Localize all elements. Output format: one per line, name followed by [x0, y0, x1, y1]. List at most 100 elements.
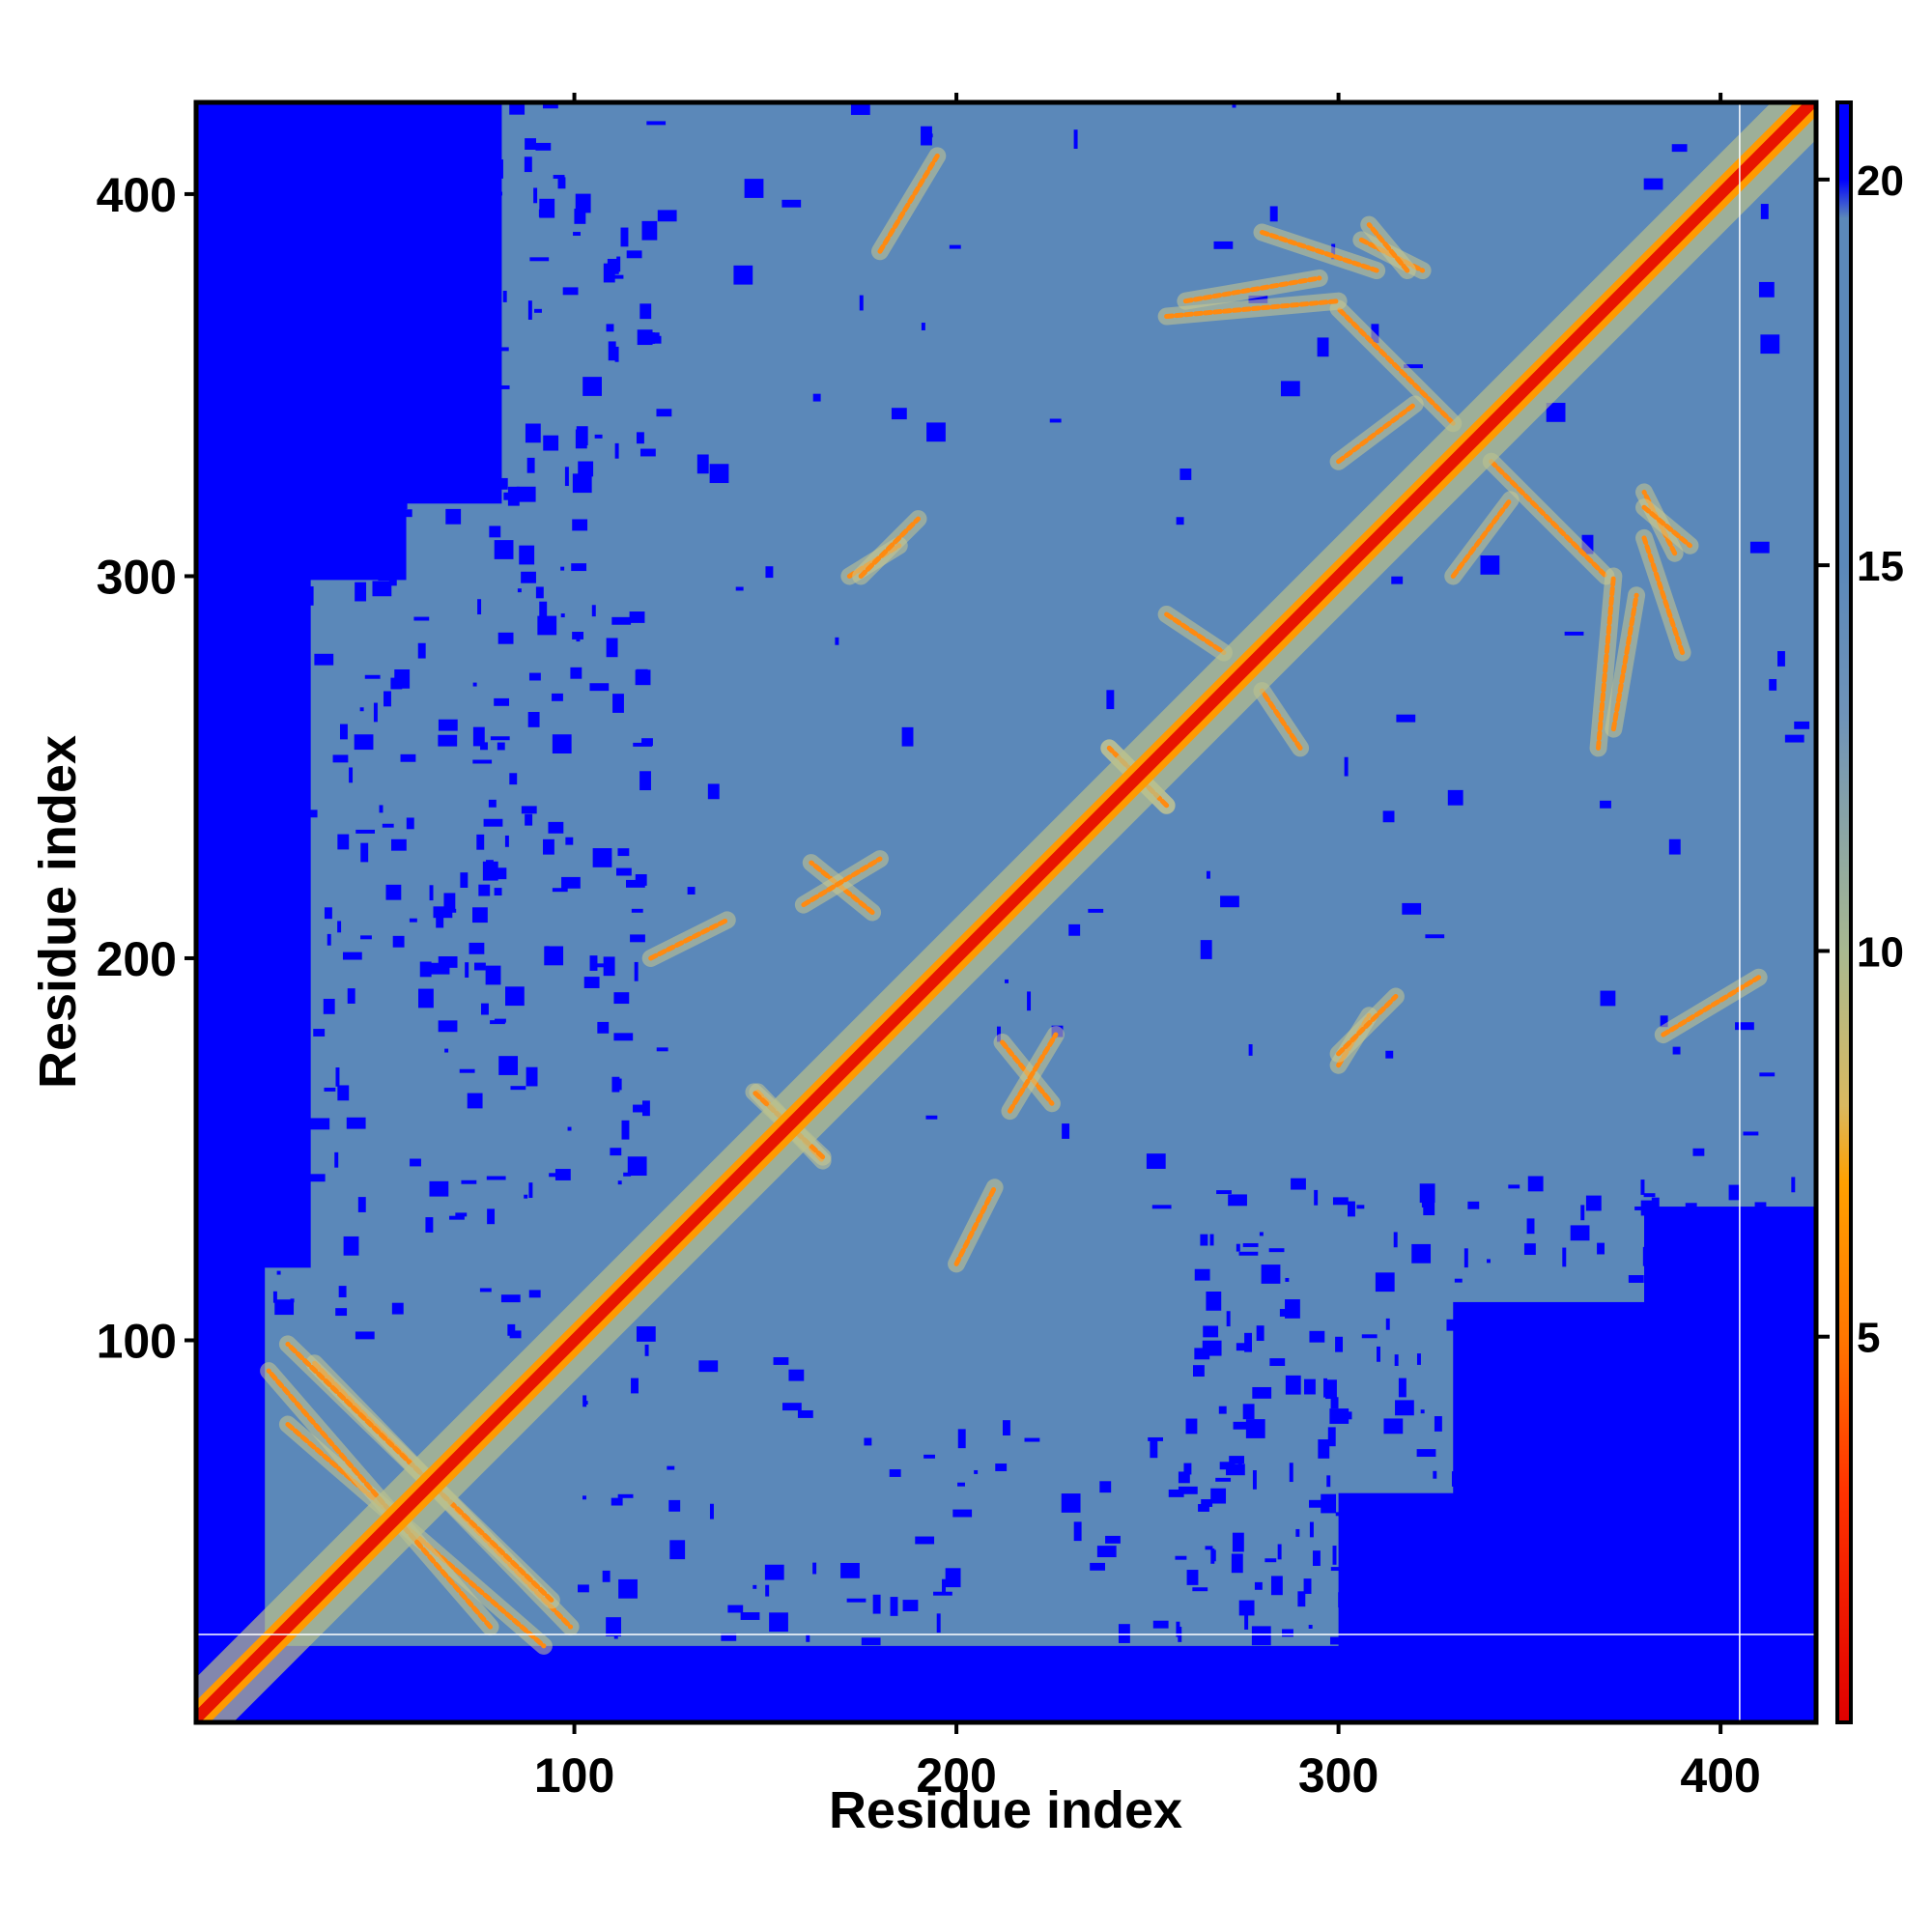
far-patch [307, 103, 327, 116]
far-patch [1185, 1418, 1198, 1435]
far-patch [1539, 1541, 1548, 1549]
far-patch [1541, 1634, 1546, 1642]
far-patch [552, 888, 568, 893]
far-patch [535, 142, 552, 151]
far-patch [342, 952, 362, 960]
far-patch [365, 400, 382, 416]
far-patch [500, 1294, 521, 1303]
far-patch [1600, 800, 1611, 809]
far-patch [324, 907, 332, 920]
far-patch [1415, 1611, 1428, 1628]
far-patch [392, 935, 405, 948]
far-patch [502, 291, 507, 302]
far-patch [1318, 1439, 1330, 1459]
far-patch [639, 771, 651, 791]
far-patch [1638, 1607, 1651, 1628]
contact-core [801, 856, 883, 908]
far-patch [1264, 1558, 1277, 1563]
far-patch [521, 571, 536, 583]
far-patch [1790, 1361, 1799, 1378]
far-patch [859, 295, 864, 311]
far-patch [1726, 1622, 1747, 1627]
far-patch [1205, 1546, 1213, 1550]
far-patch [323, 998, 335, 1014]
far-patch [1728, 1184, 1741, 1201]
far-patch [430, 479, 435, 484]
contact-core-mirror [858, 516, 922, 579]
far-patch [835, 637, 839, 645]
diagonal-core [196, 102, 1816, 1722]
far-patch [335, 1308, 348, 1317]
far-patch [1203, 1325, 1219, 1338]
far-patch [527, 712, 540, 727]
far-patch [806, 1634, 810, 1642]
far-patch [1796, 1268, 1812, 1289]
far-patch [1516, 1635, 1528, 1644]
far-patch [379, 201, 394, 221]
far-patch [533, 187, 538, 204]
colorbar: 5 10 15 20 [1816, 100, 1904, 1724]
far-patch [1405, 1587, 1413, 1592]
far-patch [603, 956, 615, 977]
far-patch [901, 726, 914, 747]
far-patch [1735, 1022, 1754, 1031]
far-patch [404, 509, 412, 518]
far-patch [1002, 1420, 1010, 1435]
far-patch [1090, 1562, 1105, 1571]
far-patch [1793, 1262, 1813, 1265]
far-patch [274, 580, 283, 588]
far-patch [374, 193, 379, 206]
contact-core-mirror [1336, 306, 1456, 426]
far-patch [1708, 1417, 1720, 1430]
far-patch [351, 432, 359, 447]
far-patch [552, 693, 563, 701]
far-patch [902, 1600, 919, 1611]
far-patch [1689, 1625, 1708, 1630]
far-patch [1105, 1535, 1121, 1544]
far-patch [797, 1410, 813, 1418]
far-patch [509, 1330, 522, 1339]
far-patch [1685, 1203, 1697, 1219]
far-patch [527, 300, 532, 320]
far-patch [1674, 1491, 1690, 1511]
far-patch [1511, 1409, 1520, 1418]
far-patch [478, 884, 491, 896]
far-patch [1106, 690, 1115, 710]
far-patch [631, 908, 643, 913]
far-patch [615, 867, 632, 876]
far-patch [276, 970, 297, 989]
far-patch [385, 232, 406, 241]
far-patch [399, 497, 408, 510]
far-patch [497, 742, 505, 751]
far-patch [436, 912, 444, 928]
far-patch [1562, 1247, 1567, 1267]
far-patch [1326, 1475, 1331, 1488]
far-patch [1597, 1449, 1617, 1464]
far-patch [276, 1270, 281, 1275]
far-patch [1800, 1255, 1812, 1264]
far-patch [1151, 1205, 1172, 1209]
far-patch [1668, 838, 1681, 855]
far-patch [1073, 129, 1078, 149]
far-patch [270, 512, 279, 517]
far-patch [311, 446, 327, 455]
far-patch [1471, 1309, 1488, 1314]
far-patch [469, 173, 477, 178]
far-patch [1282, 1629, 1293, 1637]
far-patch [1527, 1176, 1544, 1192]
far-patch [1248, 295, 1268, 303]
far-patch [310, 1118, 330, 1130]
y-tick-label: 100 [97, 1314, 177, 1368]
far-patch [528, 1182, 533, 1199]
far-patch [1651, 1197, 1660, 1209]
far-patch [765, 566, 774, 579]
far-patch [539, 601, 548, 617]
far-patch [417, 642, 426, 659]
far-patch [297, 238, 309, 249]
far-patch [465, 962, 469, 978]
far-patch [344, 288, 364, 304]
far-patch [1733, 1594, 1749, 1606]
far-patch [1220, 895, 1239, 908]
far-patch [562, 287, 579, 296]
contact-core-mirror [1596, 573, 1616, 751]
